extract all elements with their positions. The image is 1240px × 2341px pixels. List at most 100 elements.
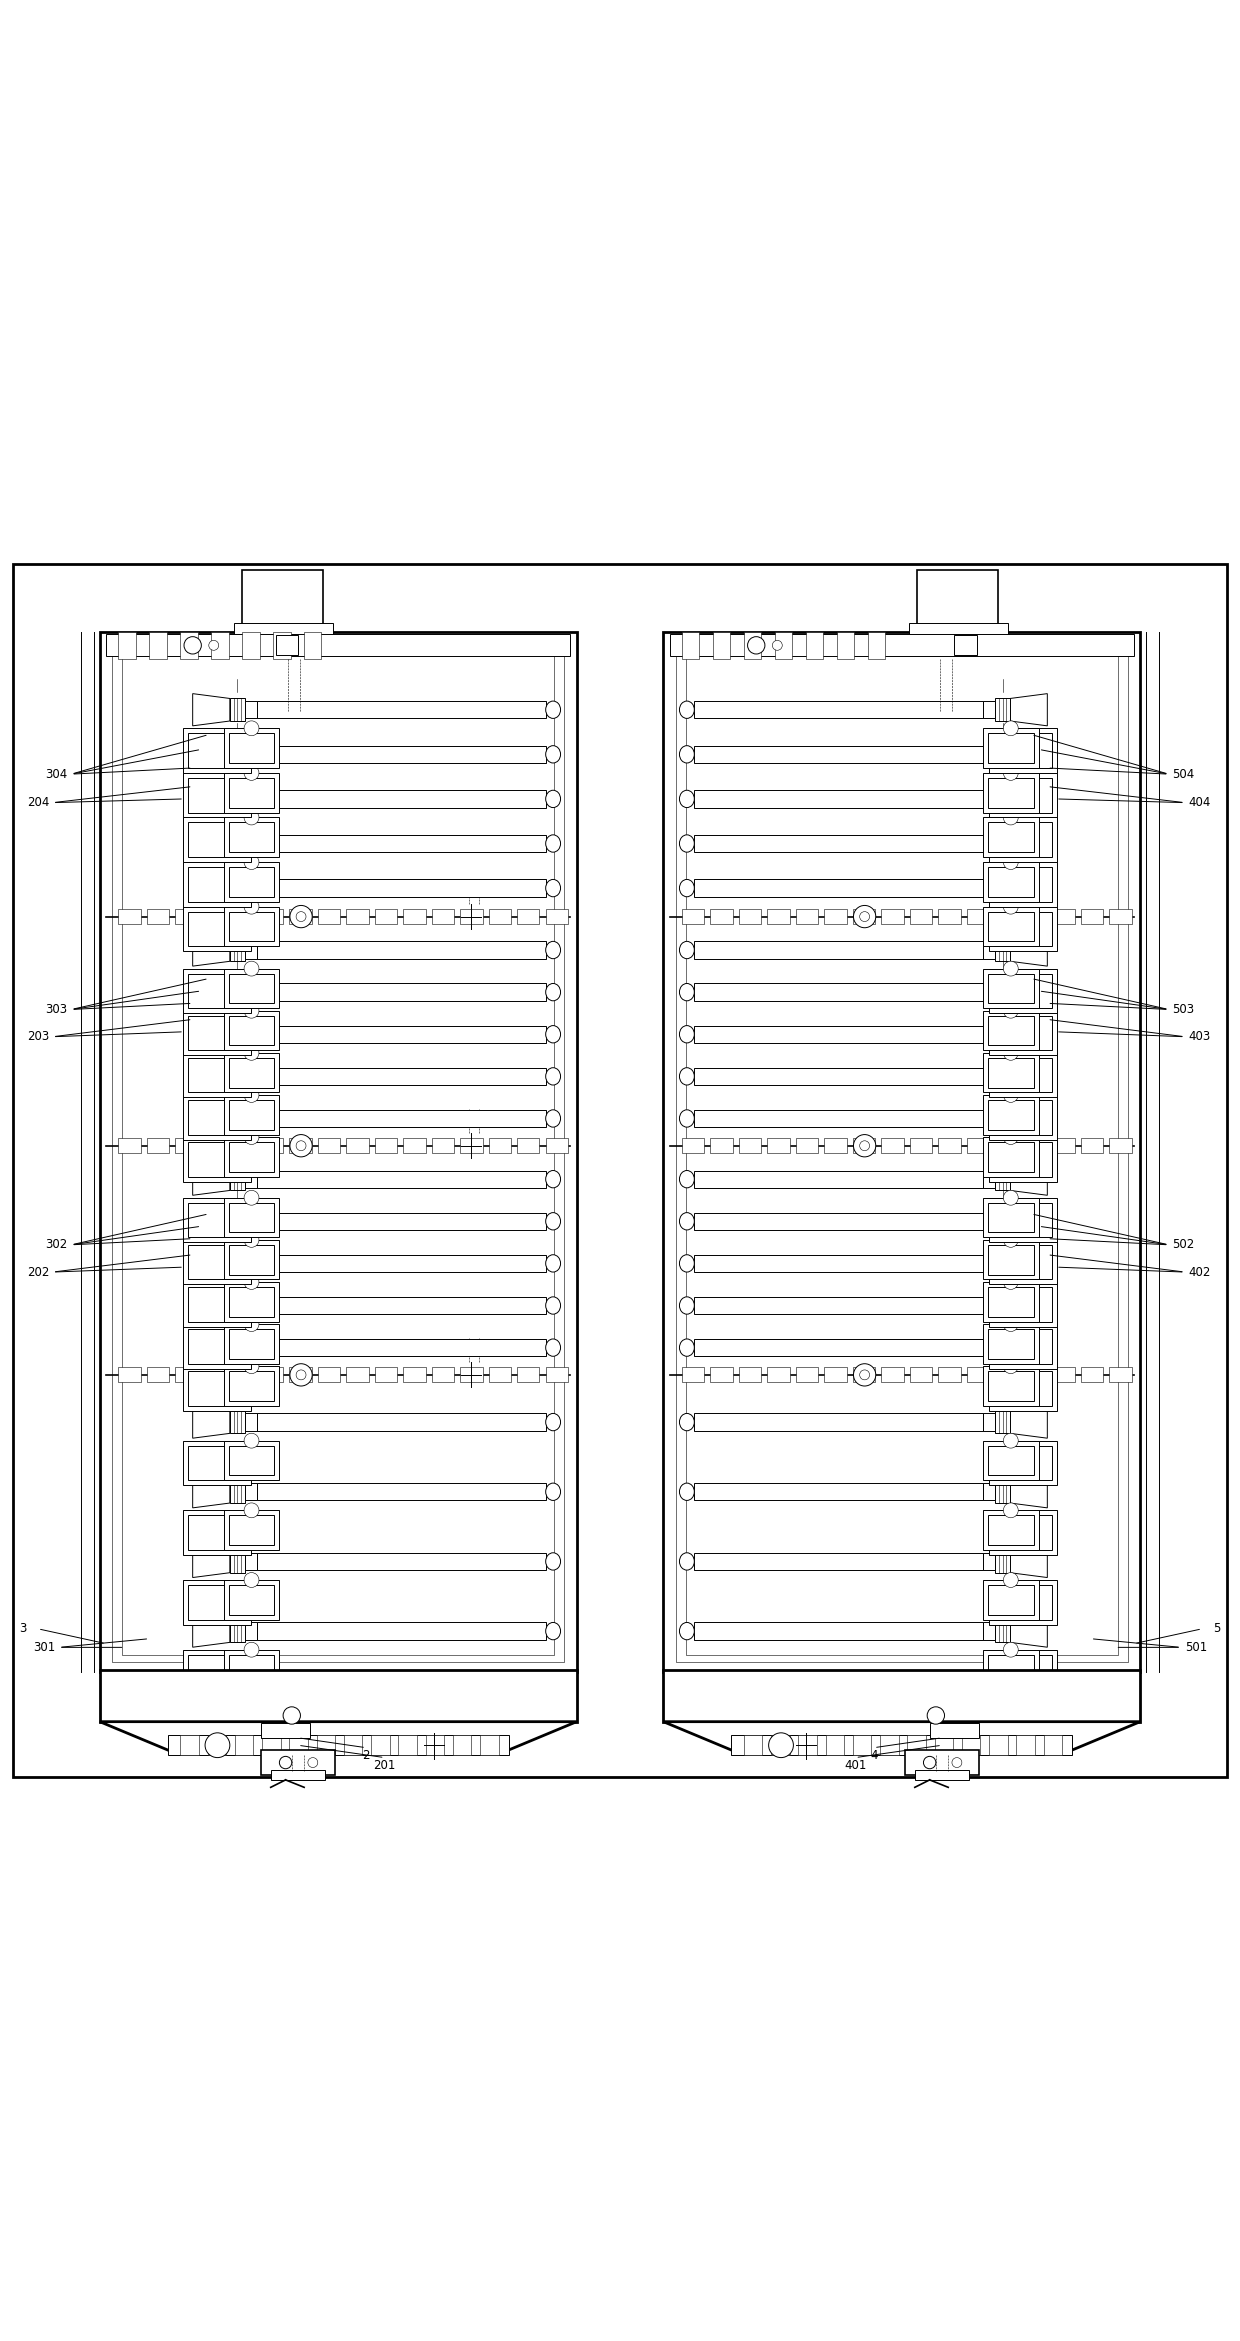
Circle shape bbox=[1003, 1046, 1018, 1060]
Bar bbox=[967, 1367, 990, 1381]
Bar bbox=[228, 1515, 274, 1545]
Polygon shape bbox=[1011, 1545, 1048, 1578]
Bar bbox=[990, 1283, 1058, 1327]
Bar bbox=[223, 773, 279, 812]
Bar bbox=[207, 1735, 226, 1756]
Polygon shape bbox=[1011, 826, 1048, 859]
Text: 502: 502 bbox=[1173, 1238, 1194, 1252]
Bar bbox=[994, 1288, 1053, 1323]
Circle shape bbox=[1003, 1573, 1018, 1587]
Bar bbox=[228, 1655, 274, 1686]
Bar bbox=[229, 1480, 244, 1503]
Bar bbox=[229, 1168, 244, 1192]
Bar bbox=[939, 1367, 961, 1381]
Circle shape bbox=[244, 1573, 259, 1587]
Bar bbox=[988, 1100, 1034, 1131]
Bar bbox=[935, 1735, 954, 1756]
Bar bbox=[1053, 1138, 1075, 1154]
Bar bbox=[996, 833, 1011, 854]
Bar bbox=[988, 777, 1034, 808]
Bar bbox=[244, 1255, 257, 1271]
Circle shape bbox=[244, 1189, 259, 1206]
Bar bbox=[182, 728, 250, 773]
Bar bbox=[187, 1245, 246, 1281]
Circle shape bbox=[1003, 899, 1018, 913]
Bar bbox=[229, 939, 244, 962]
Bar bbox=[146, 1138, 169, 1154]
Bar bbox=[257, 1297, 546, 1313]
Bar bbox=[182, 1580, 250, 1625]
Bar bbox=[994, 866, 1053, 901]
Polygon shape bbox=[192, 1206, 229, 1238]
Bar bbox=[994, 822, 1053, 857]
Bar bbox=[996, 1620, 1011, 1643]
Bar bbox=[983, 1170, 996, 1187]
Bar bbox=[260, 908, 283, 925]
Bar bbox=[990, 1138, 1058, 1182]
Bar bbox=[983, 1067, 996, 1084]
Bar bbox=[988, 822, 1034, 852]
Bar bbox=[990, 1241, 1058, 1285]
Circle shape bbox=[244, 1131, 259, 1145]
Bar bbox=[223, 1199, 279, 1238]
Text: 404: 404 bbox=[1188, 796, 1210, 810]
Polygon shape bbox=[1011, 737, 1048, 770]
Ellipse shape bbox=[680, 1025, 694, 1044]
Bar bbox=[996, 1252, 1011, 1274]
Bar bbox=[990, 728, 1058, 773]
Circle shape bbox=[279, 1756, 291, 1770]
Circle shape bbox=[769, 1732, 794, 1758]
Ellipse shape bbox=[546, 700, 560, 719]
Polygon shape bbox=[192, 693, 229, 726]
Bar bbox=[996, 1023, 1011, 1046]
Bar bbox=[910, 1138, 932, 1154]
Bar bbox=[244, 1297, 257, 1313]
Bar bbox=[229, 1252, 244, 1274]
Bar bbox=[806, 632, 823, 658]
Bar bbox=[682, 1138, 704, 1154]
Polygon shape bbox=[192, 1475, 229, 1508]
Bar bbox=[882, 908, 904, 925]
Bar bbox=[996, 908, 1018, 925]
Bar bbox=[825, 1367, 847, 1381]
Bar bbox=[346, 1367, 368, 1381]
Circle shape bbox=[924, 1756, 936, 1770]
Circle shape bbox=[308, 1758, 317, 1767]
Circle shape bbox=[859, 911, 869, 922]
Bar bbox=[988, 1288, 1034, 1316]
Bar bbox=[983, 1297, 996, 1313]
Bar bbox=[229, 1412, 244, 1433]
Text: 204: 204 bbox=[27, 796, 50, 810]
Text: 302: 302 bbox=[46, 1238, 67, 1252]
Polygon shape bbox=[192, 1615, 229, 1648]
Bar bbox=[1044, 1735, 1063, 1756]
Bar bbox=[244, 1025, 257, 1044]
Text: 201: 201 bbox=[373, 1758, 396, 1772]
Bar bbox=[289, 908, 311, 925]
Bar bbox=[175, 908, 197, 925]
Bar bbox=[796, 908, 818, 925]
Bar bbox=[983, 1510, 1039, 1550]
Bar bbox=[182, 906, 250, 950]
Bar bbox=[990, 1440, 1058, 1484]
Bar bbox=[910, 1367, 932, 1381]
Bar bbox=[182, 1510, 250, 1554]
Bar bbox=[244, 1622, 257, 1639]
Circle shape bbox=[1003, 1358, 1018, 1374]
Ellipse shape bbox=[680, 1552, 694, 1571]
Bar bbox=[175, 1138, 197, 1154]
Bar bbox=[711, 1138, 733, 1154]
Bar bbox=[242, 569, 322, 630]
Ellipse shape bbox=[546, 1067, 560, 1084]
Bar bbox=[229, 1065, 244, 1089]
Bar bbox=[180, 632, 197, 658]
Ellipse shape bbox=[546, 1622, 560, 1639]
Bar bbox=[930, 1723, 980, 1737]
Bar bbox=[232, 908, 254, 925]
Bar bbox=[994, 1447, 1053, 1480]
Text: 403: 403 bbox=[1189, 1030, 1210, 1044]
Polygon shape bbox=[192, 1332, 229, 1365]
Bar bbox=[244, 836, 257, 852]
Circle shape bbox=[290, 1365, 312, 1386]
Polygon shape bbox=[192, 976, 229, 1009]
